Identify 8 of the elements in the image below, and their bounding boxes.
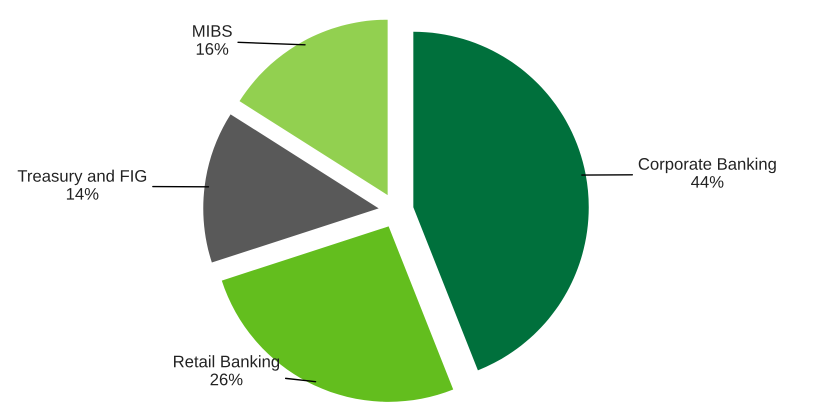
- slice-label: Treasury and FIG: [18, 170, 146, 186]
- slice-label: MIBS: [193, 25, 232, 37]
- slice-label: Retail Banking: [174, 355, 280, 371]
- data-label: 14%: [66, 188, 98, 200]
- slice-label: Corporate Banking: [638, 158, 776, 174]
- data-label: 26%: [210, 374, 242, 386]
- data-label: 16%: [196, 43, 228, 55]
- data-label: 44%: [691, 176, 724, 188]
